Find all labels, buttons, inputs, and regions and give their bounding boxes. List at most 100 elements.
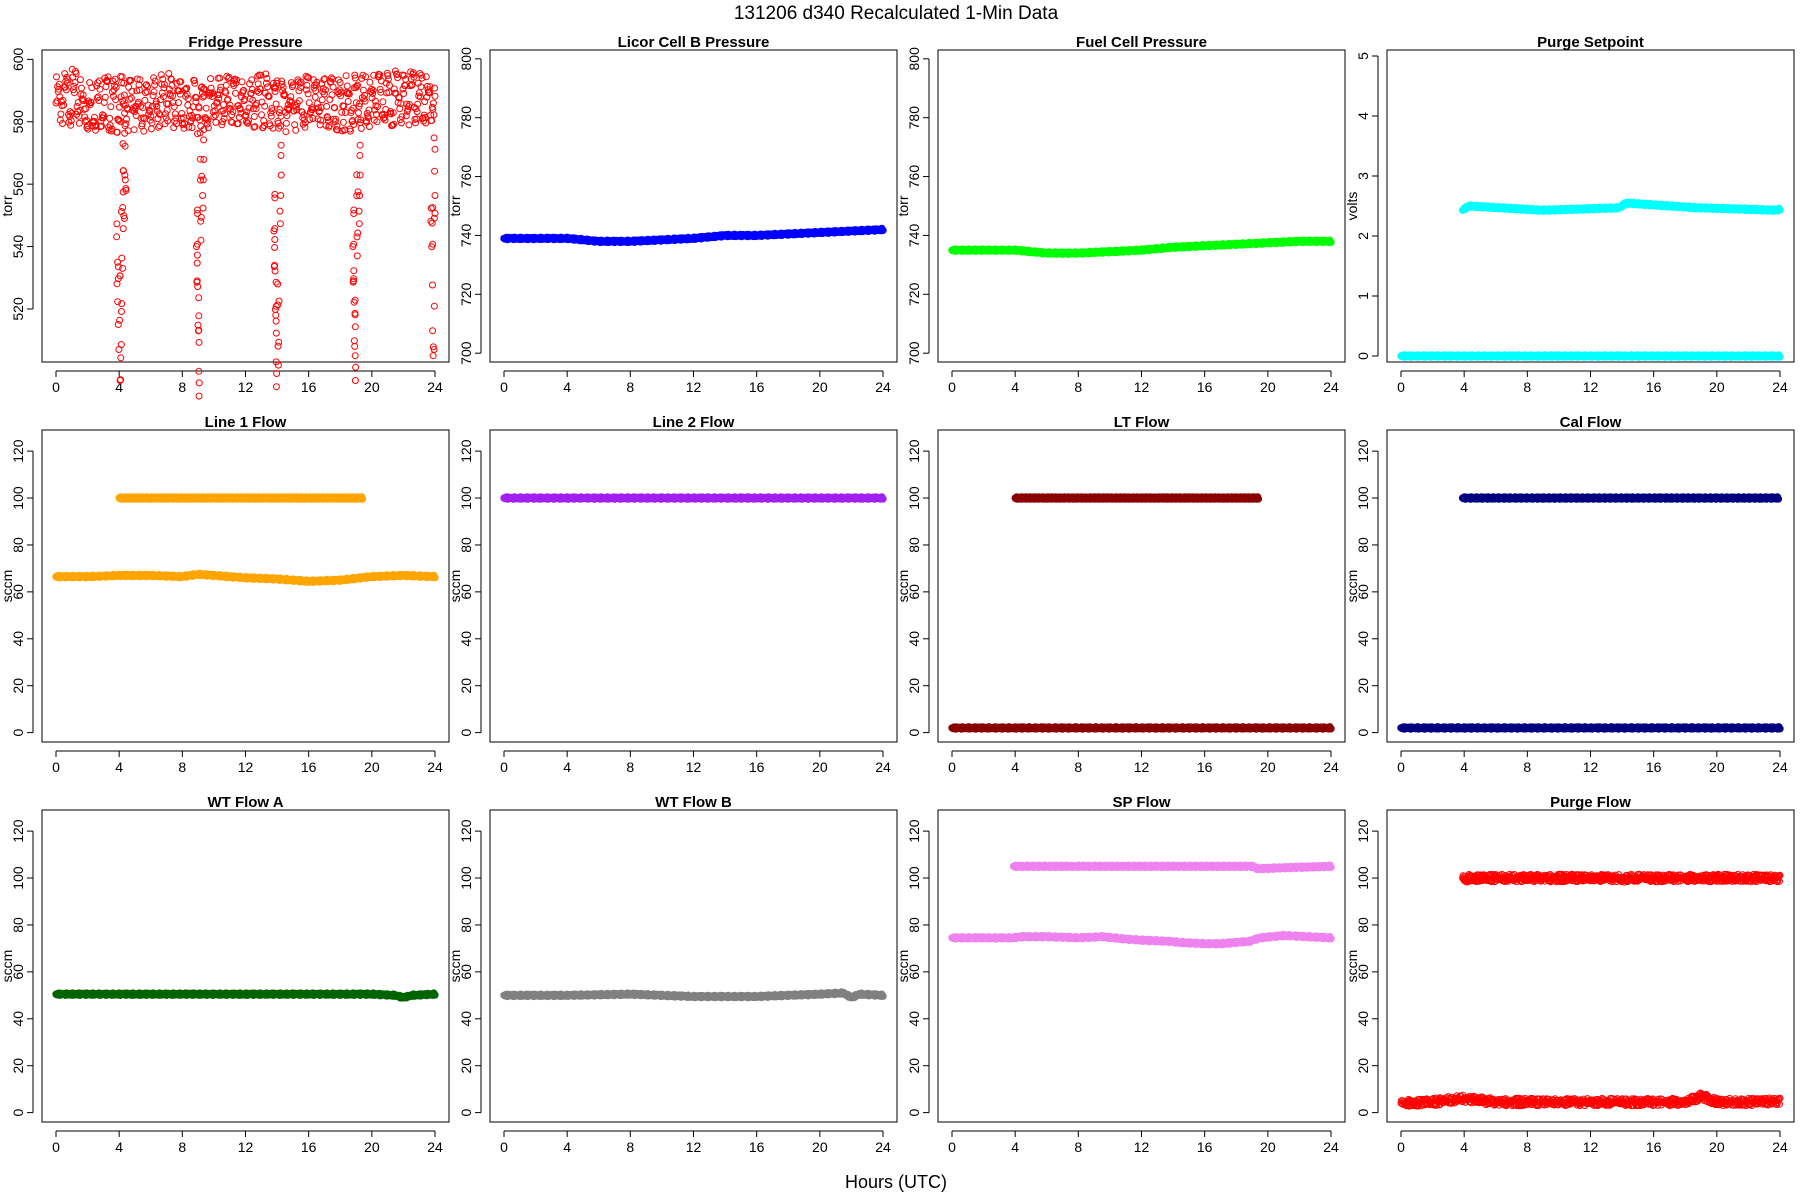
x-axis: 0 4 8 12 16 20 24	[52, 370, 443, 395]
data-point	[142, 89, 149, 97]
data-point	[389, 109, 397, 117]
data-point	[118, 73, 126, 81]
data-point	[160, 80, 168, 88]
data-point	[246, 80, 254, 88]
x-axis: 0 4 8 12 16 20 24	[1397, 750, 1788, 775]
data-point	[429, 204, 437, 212]
x-tick-label: 0	[1397, 379, 1405, 395]
data-point	[136, 86, 143, 94]
x-tick-label: 20	[364, 1139, 380, 1155]
data-point	[248, 86, 256, 93]
data-point	[152, 98, 160, 106]
data-point	[332, 115, 340, 123]
x-tick-label: 20	[812, 379, 828, 395]
data-point	[356, 171, 364, 179]
data-point	[155, 110, 163, 118]
data-point	[113, 220, 121, 228]
data-point	[358, 495, 367, 503]
data-point	[260, 117, 268, 125]
data-point	[431, 192, 439, 199]
data-point	[212, 118, 220, 126]
x-tick-label: 12	[1134, 379, 1150, 395]
data-point	[66, 108, 74, 116]
panel-title: Cal Flow	[1560, 414, 1622, 431]
data-points	[52, 493, 439, 586]
y-tick-label: 4	[1355, 112, 1371, 120]
data-point	[309, 115, 317, 122]
data-point	[169, 92, 177, 100]
data-point	[82, 105, 90, 113]
data-point	[227, 118, 235, 126]
panel-title: WT Flow A	[207, 794, 283, 811]
data-point	[127, 76, 135, 84]
data-point	[879, 226, 887, 235]
y-tick-label: 60	[1355, 584, 1371, 600]
data-point	[417, 83, 425, 91]
data-points	[52, 65, 439, 400]
figure-title: 131206 d340 Recalculated 1-Min Data	[734, 3, 1059, 24]
x-tick-label: 8	[1523, 379, 1531, 395]
data-point	[216, 86, 224, 94]
data-point	[248, 76, 256, 84]
data-point	[114, 258, 122, 266]
data-point	[180, 124, 188, 132]
data-point	[405, 121, 413, 129]
y-tick-label: 600	[10, 47, 26, 71]
data-point	[108, 88, 116, 96]
data-point	[314, 104, 322, 112]
data-point	[151, 81, 159, 89]
x-tick-label: 20	[1709, 759, 1725, 775]
y-tick-label: 120	[10, 819, 26, 843]
plot-frame	[41, 429, 450, 743]
y-tick-label: 700	[458, 341, 474, 365]
data-point	[300, 111, 308, 119]
data-point	[204, 116, 212, 124]
data-point	[355, 207, 363, 215]
data-point	[277, 171, 285, 179]
data-point	[203, 120, 211, 128]
data-point	[398, 113, 406, 121]
data-point	[263, 75, 271, 82]
data-point	[114, 321, 122, 328]
data-point	[258, 111, 265, 119]
x-tick-label: 20	[1260, 379, 1276, 395]
x-tick-label: 4	[563, 759, 571, 775]
data-point	[400, 71, 408, 79]
data-point	[236, 105, 244, 113]
data-point	[57, 98, 65, 106]
data-point	[282, 128, 290, 136]
data-point	[271, 190, 279, 198]
data-point	[381, 116, 389, 124]
data-point	[313, 78, 321, 86]
data-point	[391, 67, 399, 75]
data-point	[278, 80, 286, 88]
data-point	[232, 89, 239, 97]
data-point	[215, 91, 223, 99]
data-point	[194, 283, 202, 291]
data-point	[55, 80, 63, 88]
x-tick-label: 16	[301, 1139, 317, 1155]
data-point	[356, 192, 364, 199]
plot-frame	[489, 49, 898, 363]
y-tick-label: 120	[906, 439, 922, 463]
data-point	[305, 74, 313, 82]
x-tick-label: 24	[1772, 759, 1788, 775]
x-tick-label: 12	[1134, 759, 1150, 775]
y-tick-label: 740	[906, 224, 922, 248]
data-point	[274, 301, 282, 309]
y-tick-label: 0	[1355, 352, 1371, 360]
data-point	[94, 79, 102, 87]
data-point	[117, 354, 125, 362]
data-point	[111, 82, 119, 90]
data-point	[184, 95, 192, 103]
x-axis: 0 4 8 12 16 20 24	[1397, 370, 1788, 395]
data-point	[431, 145, 439, 153]
x-tick-label: 12	[238, 759, 254, 775]
data-point	[194, 210, 201, 217]
data-points	[500, 493, 887, 503]
data-point	[353, 233, 361, 241]
data-point	[243, 108, 251, 116]
data-point	[320, 76, 328, 83]
data-point	[134, 98, 142, 106]
